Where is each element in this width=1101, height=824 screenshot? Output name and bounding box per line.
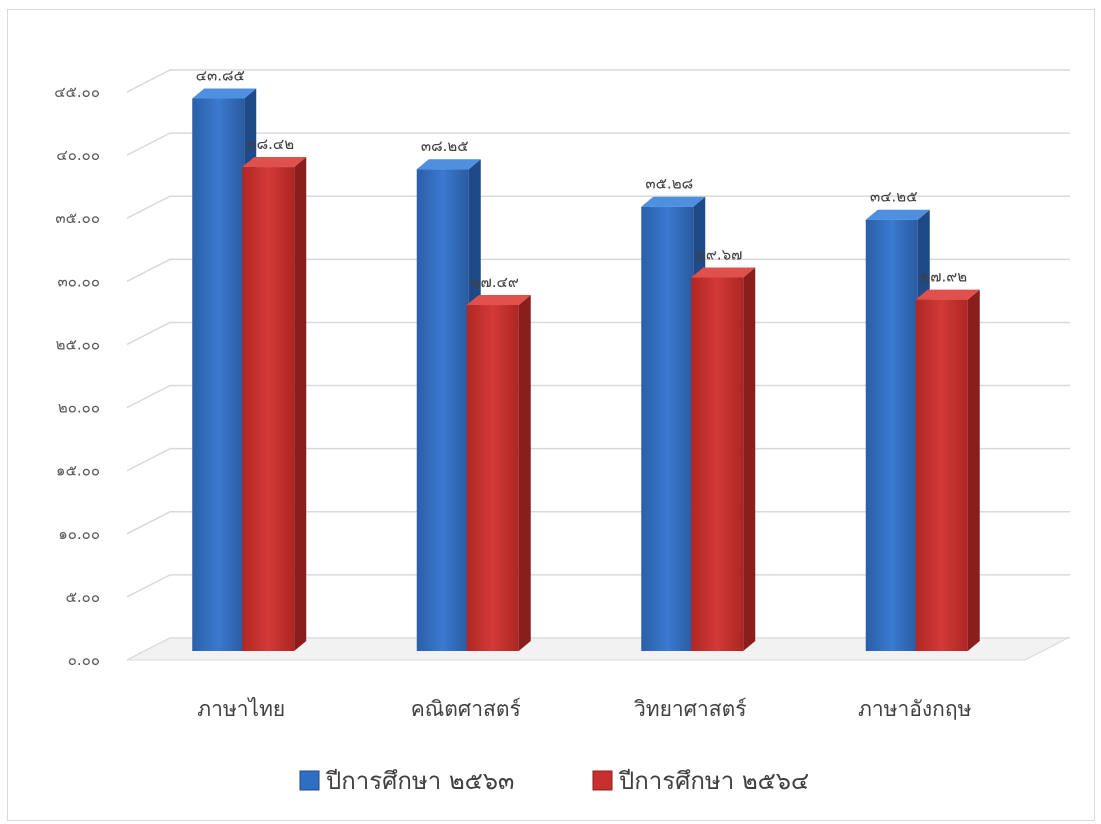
legend-swatch (592, 770, 613, 791)
data-label: ๒๙.๖๗ (696, 245, 742, 263)
y-tick-label: ๕.๐๐ (66, 588, 100, 606)
legend-label: ปีการศึกษา ๒๕๖๔ (618, 767, 809, 795)
bar-front (466, 305, 519, 651)
bar-1-0 (242, 157, 307, 651)
gridline-diagonal (126, 69, 171, 93)
bar-top (242, 157, 307, 168)
y-tick-label: ๑๐.๐๐ (58, 525, 100, 543)
bar-front (865, 219, 918, 651)
data-label: ๓๕.๒๘ (645, 175, 693, 193)
legend-label: ปีการศึกษา ๒๕๖๓ (325, 767, 515, 795)
y-tick-label: ๑๕.๐๐ (56, 462, 100, 480)
bar-1-2 (691, 267, 756, 651)
gridline-diagonal (126, 258, 171, 283)
chart-floor (126, 637, 1069, 661)
bar-front (641, 206, 694, 652)
bar-front (691, 277, 744, 651)
y-tick-label: ๒๕.๐๐ (56, 335, 100, 353)
legend-swatch (299, 770, 320, 791)
bar-front (915, 299, 968, 651)
data-label: ๓๔.๒๕ (870, 188, 918, 206)
bar-top (466, 295, 531, 306)
y-tick-label: ๒๐.๐๐ (58, 399, 100, 417)
x-tick-label: คณิตศาสตร์ (411, 697, 521, 721)
x-tick-label: ภาษาอังกฤษ (858, 697, 971, 721)
bar-side (518, 295, 531, 651)
bar-front (192, 98, 245, 651)
gridline-diagonal (126, 195, 171, 219)
bar-top (865, 209, 930, 220)
bar-top (641, 196, 706, 207)
chart-frame (7, 9, 1095, 821)
bar-top (691, 267, 756, 278)
bar-top (192, 88, 257, 99)
y-tick-label: ๐.๐๐ (68, 651, 100, 669)
gridline-diagonal (126, 132, 171, 156)
data-label: ๓๘.๔๒ (246, 135, 294, 153)
gridline-diagonal (126, 511, 171, 535)
data-label: ๒๗.๙๒ (920, 268, 967, 286)
y-tick-label: ๔๕.๐๐ (54, 83, 100, 101)
bar-front (416, 169, 469, 651)
y-tick-label: ๓๐.๐๐ (58, 272, 101, 290)
gridline-diagonal (126, 447, 171, 472)
bar-top (915, 289, 980, 300)
gridline-diagonal (126, 384, 171, 409)
bar-1-1 (466, 295, 531, 651)
x-tick-label: ภาษาไทย (197, 697, 285, 721)
bar-side (743, 267, 756, 651)
bar-side (294, 157, 307, 651)
x-tick-label: วิทยาศาสตร์ (634, 697, 747, 721)
gridline-diagonal (126, 321, 171, 346)
data-label: ๔๓.๘๕ (196, 67, 245, 85)
data-label: ๓๘.๒๕ (421, 137, 469, 155)
bar-front (242, 167, 295, 651)
y-tick-label: ๓๕.๐๐ (55, 209, 100, 227)
bar-side (967, 289, 980, 651)
gridline-diagonal (126, 574, 171, 598)
y-tick-label: ๔๐.๐๐ (56, 146, 100, 164)
bar-1-3 (915, 289, 980, 651)
data-label: ๒๗.๔๙ (471, 273, 519, 291)
bar-top (416, 159, 481, 170)
